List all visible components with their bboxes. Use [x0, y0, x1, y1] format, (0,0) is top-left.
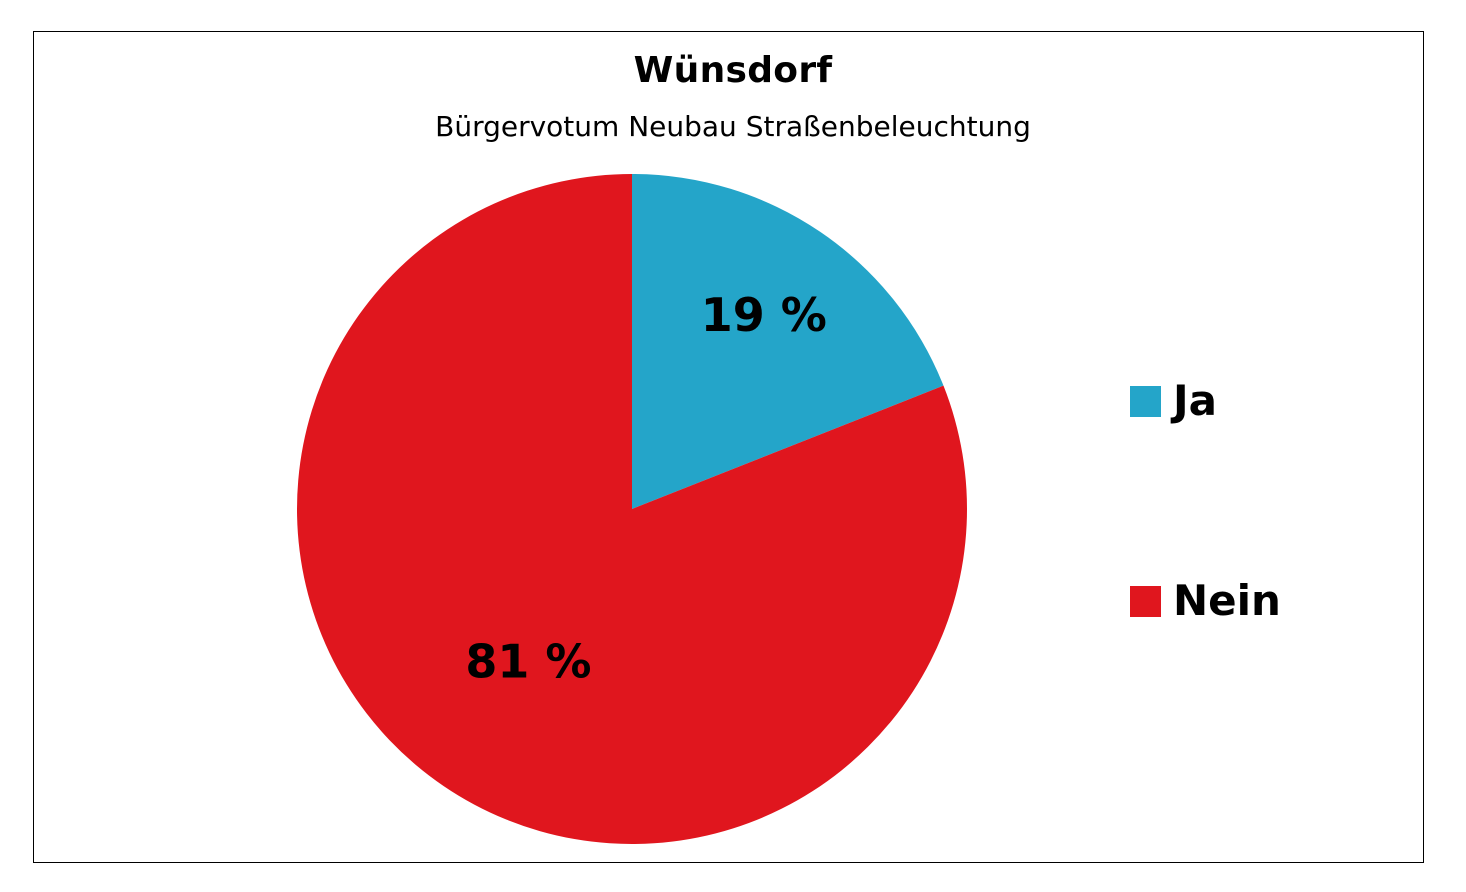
pie-slice-ja	[632, 174, 944, 509]
chart-subtitle: Bürgervotum Neubau Straßenbeleuchtung	[435, 110, 1031, 143]
data-label-nein: 81 %	[465, 634, 591, 688]
pie-slice-nein	[296, 174, 967, 844]
legend-label-nein: Nein	[1173, 576, 1281, 625]
data-label-ja: 19 %	[701, 288, 827, 342]
legend-swatch-nein	[1130, 585, 1161, 617]
legend-item-nein: Nein	[1130, 580, 1281, 622]
legend-label-ja: Ja	[1173, 376, 1217, 425]
legend-swatch-ja	[1130, 385, 1161, 417]
chart-title: Wünsdorf	[633, 50, 833, 91]
legend-item-ja: Ja	[1130, 380, 1217, 422]
